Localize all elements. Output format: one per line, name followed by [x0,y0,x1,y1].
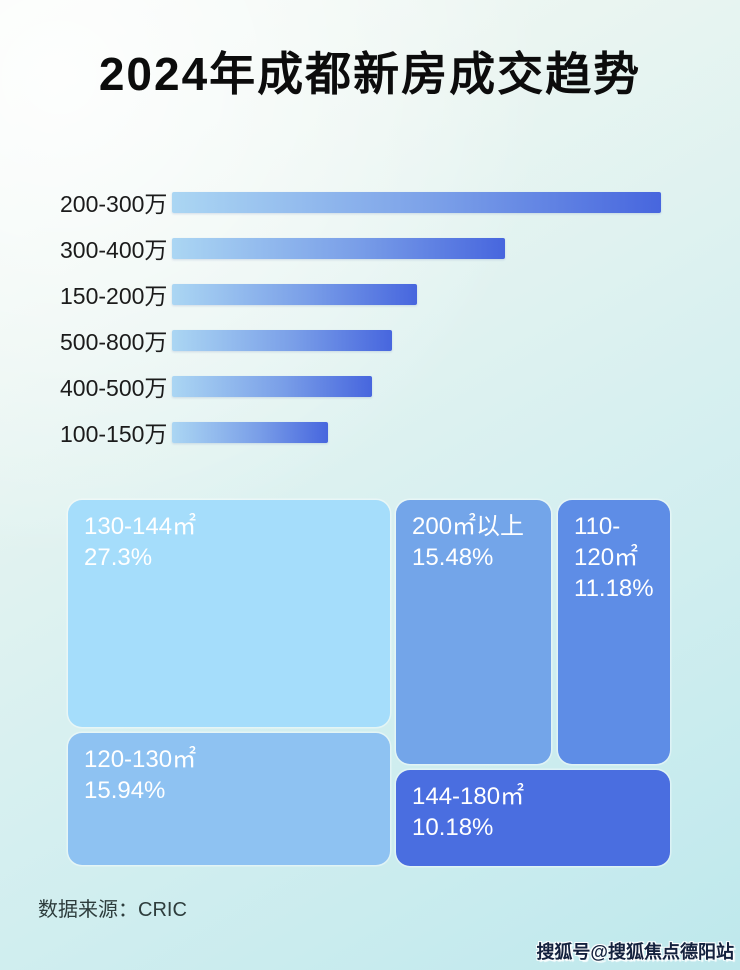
treemap-block-value: 15.48% [412,544,494,571]
treemap-block-label: 120-130㎡ [84,746,197,773]
bar-row: 400-500万 [60,363,661,409]
treemap-block-144-180: 144-180㎡ 10.18% [396,770,670,866]
bar-track [172,237,661,259]
treemap-block-label: 144-180㎡ [412,783,525,810]
bar [172,421,329,443]
bar-category-label: 400-500万 [60,375,168,401]
treemap-block-label: 200㎡以上 [412,513,525,540]
page-title: 2024年成都新房成交趋势 [98,48,642,100]
bar-track [172,375,661,397]
area-range-treemap: 130-144㎡ 27.3% 120-130㎡ 15.94% 200㎡以上 15.48% 1… [68,500,670,866]
bar-category-label: 150-200万 [60,283,168,309]
bar-category-label: 200-300万 [60,191,168,217]
bar-row: 150-200万 [60,271,661,317]
bar-row: 300-400万 [60,225,661,271]
treemap-block-130-144: 130-144㎡ 27.3% [68,500,390,727]
bar-row: 200-300万 [60,179,661,225]
bar-track [172,283,661,305]
bar-row: 100-150万 [60,409,661,455]
price-range-bar-chart: 200-300万 300-400万 150-200万 500-800万 400-500万… [60,179,661,455]
bar-row: 500-800万 [60,317,661,363]
treemap-block-110-120: 110-120㎡ 11.18% [558,500,670,764]
treemap-block-120-130: 120-130㎡ 15.94% [68,733,390,865]
bar [172,191,661,213]
bar [172,329,393,351]
bar-track [172,421,661,443]
treemap-block-value: 11.18% [574,575,654,602]
bar-category-label: 500-800万 [60,329,168,355]
treemap-block-value: 10.18% [412,814,494,841]
bar [172,375,373,397]
watermark-label: 搜狐号@搜狐焦点德阳站 [536,942,734,962]
treemap-block-label: 130-144㎡ [84,513,197,540]
treemap-block-value: 27.3% [84,544,153,571]
bar [172,237,505,259]
bar-track [172,329,661,351]
bar-track [172,191,661,213]
bar-category-label: 300-400万 [60,237,168,263]
treemap-block-label: 110-120㎡ [574,513,639,571]
treemap-block-200plus: 200㎡以上 15.48% [396,500,551,764]
bar [172,283,417,305]
treemap-block-value: 15.94% [84,777,166,804]
bar-category-label: 100-150万 [60,421,168,447]
data-source-label: 数据来源：CRIC [38,899,187,921]
